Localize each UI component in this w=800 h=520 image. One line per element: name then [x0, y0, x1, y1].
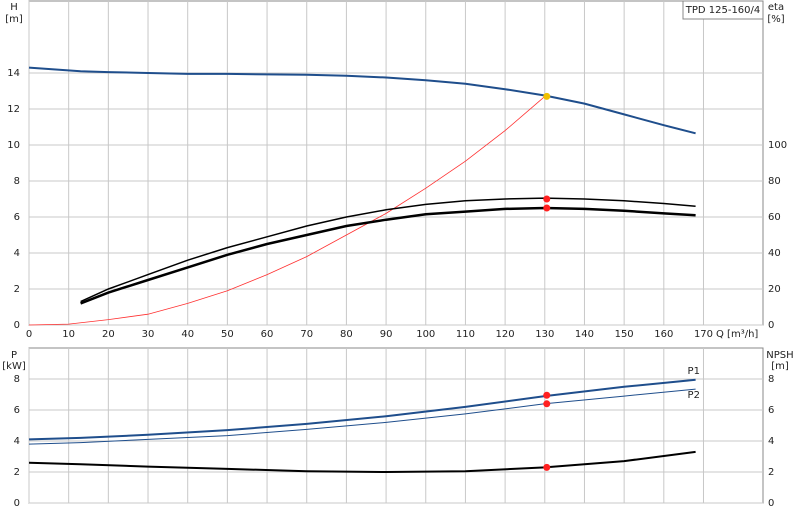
- y-axis-unit: [kW]: [2, 361, 26, 372]
- operating-point: [543, 195, 551, 203]
- x-tick-label: 40: [181, 329, 194, 340]
- y-tick-label: 2: [14, 467, 20, 478]
- y2-tick-label: 2: [768, 467, 774, 478]
- operating-point: [543, 391, 551, 399]
- top-frame: [28, 0, 764, 326]
- y-tick-label: 0: [14, 498, 20, 509]
- operating-point: [543, 92, 551, 100]
- x-tick-label: 30: [142, 329, 155, 340]
- x-tick-label: 70: [300, 329, 313, 340]
- y2-tick-label: 8: [768, 374, 774, 385]
- y2-axis-label: NPSH: [766, 350, 793, 361]
- x-tick-label: 110: [456, 329, 475, 340]
- series-label: P1: [688, 366, 700, 377]
- x-tick-label: 130: [535, 329, 554, 340]
- x-tick-label: 100: [416, 329, 435, 340]
- x-tick-label: 50: [221, 329, 234, 340]
- x-tick-label: 60: [261, 329, 274, 340]
- curve: [28, 96, 546, 326]
- y2-tick-label: 0: [768, 320, 774, 331]
- y2-tick-label: 80: [768, 176, 781, 187]
- y-axis-label: H: [10, 2, 18, 13]
- y-tick-label: 12: [7, 104, 20, 115]
- x-tick-label: 0: [26, 329, 32, 340]
- series-label: P2: [688, 390, 700, 401]
- operating-point: [543, 204, 551, 212]
- x-tick-label: 90: [380, 329, 393, 340]
- operating-point: [543, 400, 551, 408]
- y-tick-label: 6: [14, 405, 20, 416]
- x-tick-label: 140: [575, 329, 594, 340]
- y-tick-label: 0: [14, 320, 20, 331]
- y-axis-label: P: [11, 350, 17, 361]
- curve: [28, 450, 696, 474]
- x-tick-label: 10: [62, 329, 75, 340]
- x-axis-label: Q [m³/h]: [716, 329, 758, 340]
- x-tick-label: 170: [694, 329, 713, 340]
- chart-title: TPD 125-160/4: [685, 5, 761, 16]
- x-tick-label: 120: [496, 329, 515, 340]
- y2-tick-label: 100: [768, 140, 787, 151]
- y-tick-label: 6: [14, 212, 20, 223]
- y2-tick-label: 6: [768, 405, 774, 416]
- y-tick-label: 14: [7, 68, 20, 79]
- y-tick-label: 4: [14, 248, 20, 259]
- y-axis-unit: [m]: [5, 14, 23, 25]
- curve: [80, 206, 696, 305]
- y2-tick-label: 20: [768, 284, 781, 295]
- y-tick-label: 8: [14, 374, 20, 385]
- y2-tick-label: 0: [768, 498, 774, 509]
- x-tick-label: 160: [654, 329, 673, 340]
- title-box: [682, 0, 764, 20]
- y-tick-label: 10: [7, 140, 20, 151]
- x-tick-label: 80: [340, 329, 353, 340]
- x-tick-label: 20: [102, 329, 115, 340]
- curve: [28, 66, 696, 135]
- operating-point: [543, 463, 551, 471]
- y-tick-label: 4: [14, 436, 20, 447]
- y2-axis-unit: [m]: [771, 361, 789, 372]
- y2-tick-label: 40: [768, 248, 781, 259]
- y-tick-label: 8: [14, 176, 20, 187]
- curve: [80, 197, 696, 303]
- curve: [28, 378, 696, 441]
- y2-tick-label: 60: [768, 212, 781, 223]
- curve: [28, 388, 696, 445]
- x-tick-label: 150: [615, 329, 634, 340]
- y2-axis-label: eta: [768, 2, 784, 13]
- bottom-frame: [28, 347, 764, 504]
- y2-tick-label: 4: [768, 436, 774, 447]
- y2-axis-unit: [%]: [767, 14, 784, 25]
- y-tick-label: 2: [14, 284, 20, 295]
